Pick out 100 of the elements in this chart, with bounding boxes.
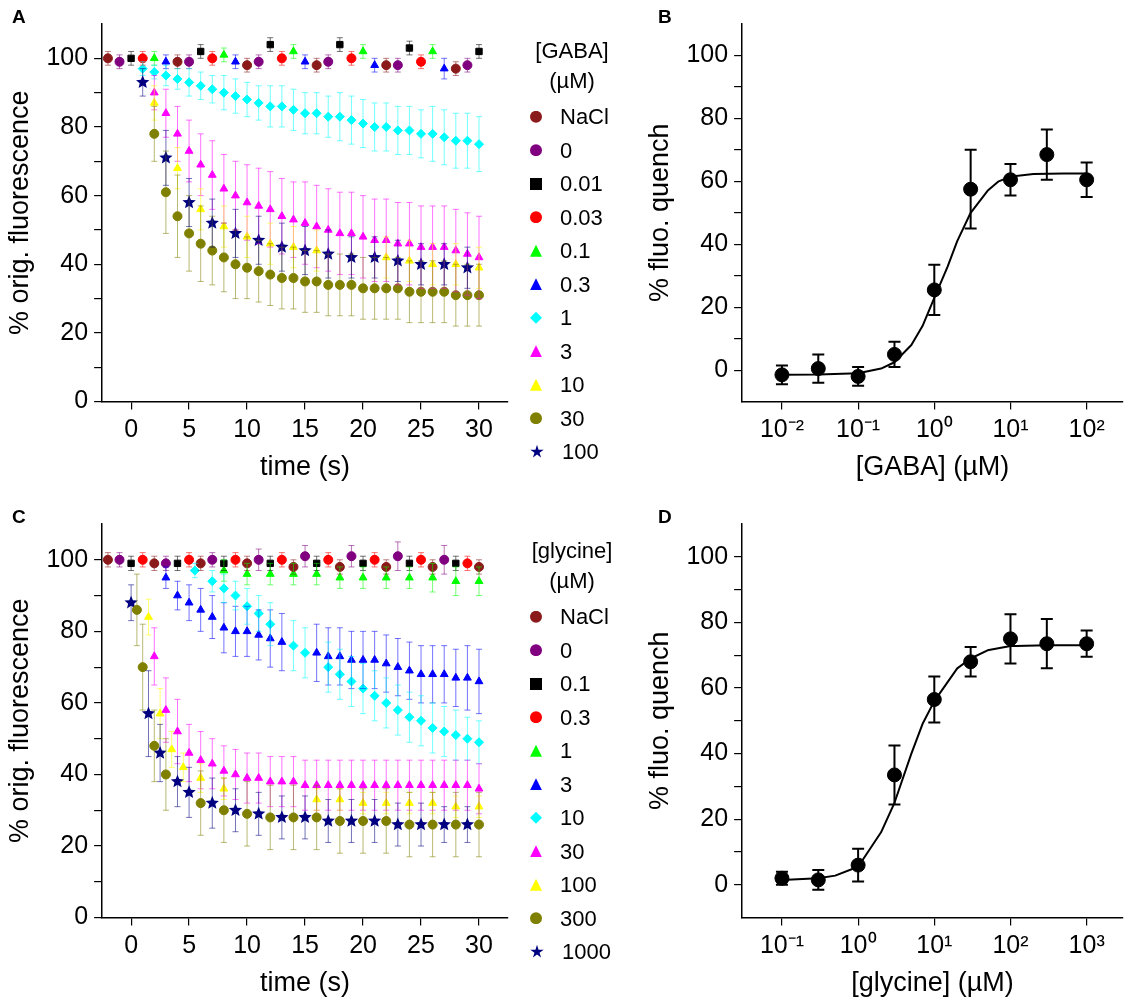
point (381, 798, 391, 806)
point (439, 286, 450, 297)
point (428, 242, 438, 250)
point (428, 780, 438, 788)
point (160, 187, 171, 198)
point (173, 726, 182, 735)
legend-label: 0.03 (560, 203, 603, 232)
point (358, 815, 369, 826)
point (370, 780, 380, 788)
point (323, 279, 334, 290)
point (367, 250, 382, 264)
y-tick-label: 80 (60, 615, 89, 644)
legend-label: 0.3 (560, 703, 591, 732)
point (253, 608, 264, 619)
point (184, 77, 195, 88)
legend-label: 1 (560, 304, 573, 332)
x-tick-label: 15 (291, 414, 319, 443)
point (265, 812, 276, 823)
y-tick-label: 40 (700, 737, 729, 766)
point (254, 200, 264, 209)
point (437, 817, 451, 831)
point (172, 211, 183, 222)
point (230, 91, 241, 102)
point (276, 101, 287, 112)
point (242, 231, 252, 240)
text: D (658, 506, 672, 528)
point (218, 87, 229, 98)
point (462, 135, 473, 146)
point (367, 813, 382, 827)
point (405, 798, 414, 806)
point (300, 108, 311, 119)
x-tick-label: 10¹ (992, 414, 1029, 443)
legend-label: 3 (560, 337, 573, 366)
point (428, 572, 438, 581)
point (335, 780, 345, 788)
x-tick-label: 15 (291, 930, 319, 959)
y-tick-label: 60 (60, 179, 89, 208)
y-axis-title: % orig. fluorescence (3, 90, 34, 336)
point (228, 226, 243, 240)
point (182, 785, 196, 799)
point (427, 722, 438, 733)
point (144, 612, 153, 620)
y-tick-label: 80 (60, 110, 89, 139)
legend-label: 3 (560, 770, 573, 799)
point (439, 726, 450, 737)
y-tick-label: 40 (700, 228, 729, 257)
point (254, 629, 264, 638)
point (300, 56, 310, 65)
point (312, 569, 322, 577)
point (205, 796, 219, 809)
point (161, 705, 171, 713)
point (405, 44, 414, 52)
point (358, 46, 368, 55)
point (242, 808, 253, 819)
point (289, 242, 298, 250)
point (462, 290, 473, 301)
point (347, 780, 356, 788)
point (228, 803, 243, 816)
point (159, 150, 173, 164)
point (334, 279, 345, 290)
point (184, 748, 194, 756)
legend-label: 100 (560, 871, 597, 899)
point (462, 733, 473, 744)
y-tick-label: 0 (74, 385, 89, 414)
point (219, 221, 229, 230)
legend-label: NaCl (560, 603, 609, 631)
point (427, 286, 438, 297)
point (427, 128, 438, 139)
point (265, 204, 275, 213)
point (451, 259, 461, 268)
legend-title: [glycine] (µM) (530, 537, 614, 595)
x-tick-label: 10⁻¹ (759, 930, 805, 959)
point (265, 238, 275, 247)
point (149, 87, 159, 96)
point (474, 676, 484, 685)
point (300, 276, 311, 287)
point (450, 135, 461, 146)
x-tick-label: 30 (465, 414, 493, 443)
point (392, 551, 403, 562)
point (230, 259, 241, 270)
point (149, 740, 160, 751)
point (312, 559, 321, 568)
x-tick-label: 10¹ (916, 930, 953, 959)
point (218, 252, 229, 263)
point (196, 773, 206, 781)
point (460, 817, 475, 831)
point (392, 283, 403, 294)
point (323, 780, 333, 788)
point (437, 257, 451, 270)
point (344, 250, 359, 264)
point (219, 622, 229, 631)
point (298, 243, 312, 257)
text: B (658, 6, 672, 28)
point (391, 253, 405, 267)
y-tick-label: 100 (46, 42, 89, 71)
point (149, 128, 160, 139)
y-tick-label: 80 (700, 606, 729, 635)
point (416, 128, 427, 139)
point (312, 245, 322, 254)
point (205, 216, 219, 229)
